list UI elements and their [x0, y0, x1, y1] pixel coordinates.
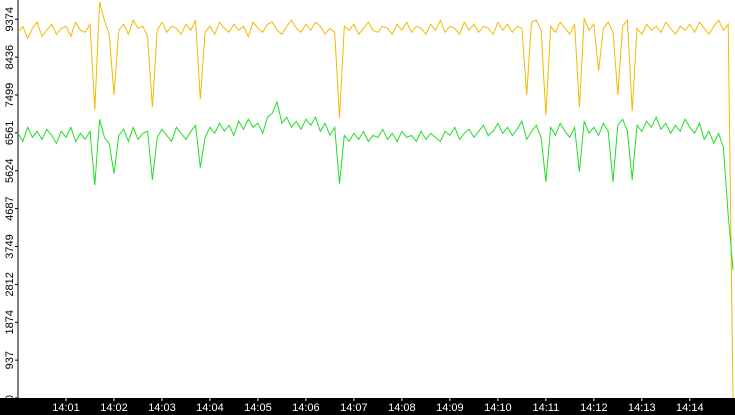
x-tick-label: 14:06 — [292, 402, 320, 414]
series-line — [17, 1, 734, 399]
y-tick-label: 1874 — [4, 310, 16, 334]
y-tick-label: 3749 — [4, 234, 16, 258]
x-tick-label: 14:07 — [340, 402, 368, 414]
x-tick-label: 14:01 — [52, 402, 80, 414]
x-tick-label: 14:14 — [676, 402, 704, 414]
x-axis-strip — [0, 398, 735, 415]
x-tick-label: 14:10 — [484, 402, 512, 414]
x-tick-label: 14:09 — [436, 402, 464, 414]
x-tick-label: 14:04 — [196, 402, 224, 414]
x-tick-label: 14:05 — [244, 402, 272, 414]
x-tick-label: 14:02 — [100, 402, 128, 414]
y-tick-label: 5624 — [4, 159, 16, 183]
y-tick-label: 0 — [4, 395, 16, 401]
x-tick-label: 14:11 — [532, 402, 559, 414]
y-tick-label: 7499 — [4, 83, 16, 107]
y-tick-label: 937 — [4, 351, 16, 369]
x-tick-label: 14:03 — [148, 402, 176, 414]
series-line — [17, 100, 734, 270]
y-tick-label: 9374 — [4, 7, 16, 31]
y-tick-label: 2812 — [4, 272, 16, 296]
y-tick-label: 6561 — [4, 121, 16, 145]
x-tick-label: 14:08 — [388, 402, 416, 414]
x-tick-label: 14:12 — [580, 402, 608, 414]
y-tick-label: 8436 — [4, 45, 16, 69]
y-tick-label: 4687 — [4, 196, 16, 220]
x-tick-label: 14:13 — [628, 402, 656, 414]
